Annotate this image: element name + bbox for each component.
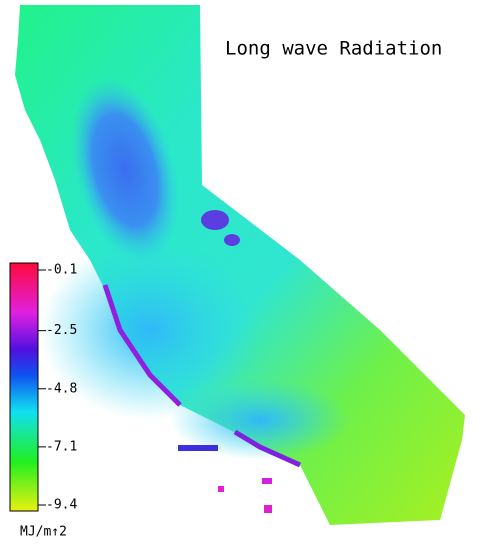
tick-label: -4.8 xyxy=(46,381,77,396)
island xyxy=(218,486,224,492)
map-title: Long wave Radiation xyxy=(225,38,442,60)
california xyxy=(15,5,465,525)
tick-label: -9.4 xyxy=(46,498,77,513)
coast-edge xyxy=(102,284,182,407)
island xyxy=(178,445,218,451)
coastal-zone xyxy=(40,240,260,420)
sierra-peaks xyxy=(224,234,240,246)
central-valley xyxy=(70,77,180,263)
coastal-zone xyxy=(170,380,350,460)
sierra-peaks xyxy=(201,210,229,230)
colorbar xyxy=(9,262,39,512)
colorbar-unit: MJ/m↑2 xyxy=(20,525,67,540)
colorbar-ticks: -0.1 -2.5 -4.8 -7.1 -9.4 xyxy=(38,263,77,513)
island xyxy=(262,478,272,484)
tick-label: -7.1 xyxy=(46,439,77,454)
tick-label: -2.5 xyxy=(46,323,77,338)
island xyxy=(264,505,272,513)
tick-label: -0.1 xyxy=(46,263,77,278)
coast-edge xyxy=(233,429,302,468)
